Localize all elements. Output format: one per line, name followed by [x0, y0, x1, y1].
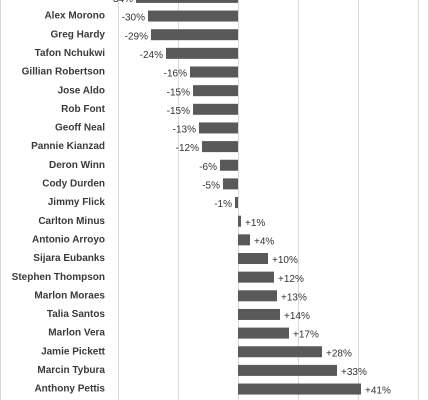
value-label: +10%: [272, 255, 298, 266]
value-label: +14%: [284, 311, 310, 322]
bar: [202, 141, 238, 153]
value-label: +33%: [341, 367, 367, 378]
value-label: +17%: [293, 330, 319, 341]
bar: [190, 66, 238, 78]
value-label: -15%: [167, 106, 190, 117]
category-label: Carlton Minus: [38, 216, 105, 227]
bar: [238, 271, 274, 283]
category-label: Marlon Vera: [48, 328, 105, 339]
category-label: Marlon Moraes: [34, 290, 105, 301]
category-label: Geoff Neal: [55, 123, 105, 134]
category-label: Jose Aldo: [58, 85, 105, 96]
value-label: -16%: [164, 69, 187, 80]
value-label: -12%: [176, 143, 199, 154]
bar: [166, 47, 238, 59]
bar: [238, 327, 289, 339]
category-label: Deron Winn: [49, 160, 105, 171]
bar: [238, 383, 361, 395]
bar: [223, 178, 238, 190]
bar: [238, 308, 280, 320]
bar: [151, 29, 238, 41]
value-label: +4%: [254, 236, 274, 247]
value-label: -15%: [167, 87, 190, 98]
bar: [193, 85, 238, 97]
category-label: Alex Morono: [44, 11, 105, 22]
bar: [238, 234, 250, 246]
value-label: +41%: [365, 386, 391, 397]
category-label: Antonio Arroyo: [32, 234, 105, 245]
value-label: -29%: [125, 31, 148, 42]
category-label: Stephen Thompson: [12, 272, 105, 283]
category-label: Rob Font: [61, 104, 106, 115]
category-label: Pannie Kianzad: [31, 141, 105, 152]
category-label: Jimmy Flick: [48, 197, 106, 208]
bar: [238, 215, 241, 227]
value-label: -13%: [173, 125, 196, 136]
bar: [238, 364, 337, 376]
category-label: Gillian Robertson: [22, 67, 105, 78]
value-label: -5%: [202, 181, 220, 192]
bar: [238, 290, 277, 302]
category-label: Cody Durden: [42, 179, 105, 190]
bar: [136, 0, 238, 3]
value-label: -34%: [110, 0, 133, 5]
value-label: -30%: [122, 13, 145, 24]
value-label: +28%: [326, 348, 352, 359]
bar: [199, 122, 238, 134]
category-label: Talia Santos: [47, 309, 106, 320]
value-label: -24%: [140, 50, 163, 61]
value-label: -6%: [199, 162, 217, 173]
value-label: +12%: [278, 274, 304, 285]
value-label: -1%: [214, 199, 232, 210]
bar: [148, 10, 238, 22]
category-label: Anthony Pettis: [34, 384, 105, 395]
category-label: Jamie Pickett: [41, 346, 106, 357]
bar: [238, 253, 268, 264]
category-label: Tafon Nchukwi: [35, 48, 106, 59]
value-label: +1%: [245, 218, 265, 229]
bar: [235, 197, 238, 209]
bar: [220, 159, 238, 171]
bar: [238, 346, 322, 358]
category-label: Sijara Eubanks: [33, 253, 105, 264]
bar: [193, 103, 238, 115]
category-label: Greg Hardy: [51, 29, 106, 40]
category-label: Marcin Tybura: [37, 365, 105, 376]
value-label: +13%: [281, 292, 307, 303]
